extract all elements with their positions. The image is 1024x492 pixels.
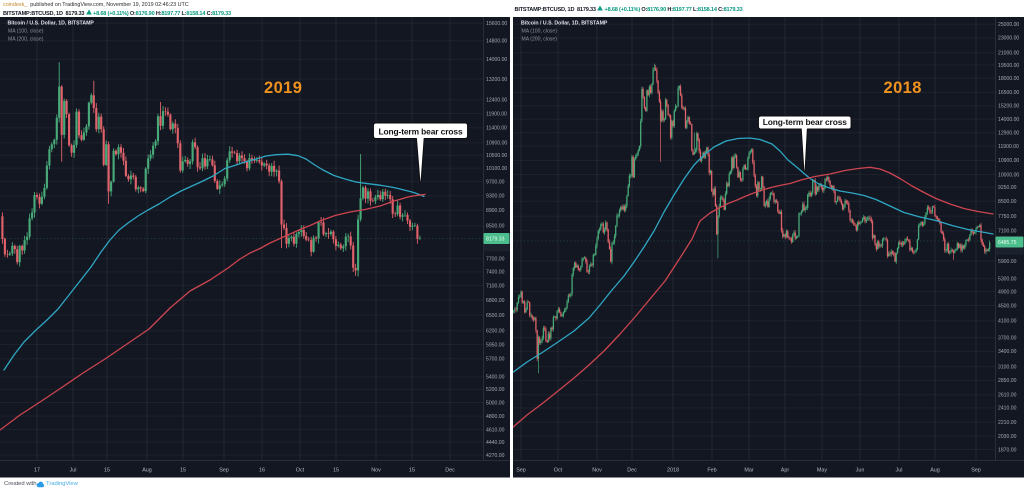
svg-text:5000.00: 5000.00	[486, 400, 505, 406]
svg-text:9700.00: 9700.00	[486, 179, 505, 185]
svg-text:5200.00: 5200.00	[486, 387, 505, 393]
svg-text:Feb: Feb	[707, 468, 716, 474]
svg-text:7100.00: 7100.00	[998, 229, 1017, 235]
svg-text:23000.00: 23000.00	[998, 36, 1019, 42]
svg-text:Jun: Jun	[856, 468, 865, 474]
svg-text:15: 15	[409, 468, 415, 474]
svg-text:7100.00: 7100.00	[486, 283, 505, 289]
svg-text:6800.00: 6800.00	[486, 298, 505, 304]
svg-text:2018: 2018	[667, 468, 679, 474]
svg-text:MA (200, close): MA (200, close)	[8, 37, 44, 43]
svg-text:Sep: Sep	[219, 468, 229, 474]
svg-text:7750.00: 7750.00	[998, 214, 1017, 220]
svg-text:16500.00: 16500.00	[998, 90, 1019, 96]
svg-text:Long-term bear cross: Long-term bear cross	[763, 117, 848, 127]
svg-text:15: 15	[180, 468, 186, 474]
svg-text:Bitcoin / U.S. Dollar, 1D, BIT: Bitcoin / U.S. Dollar, 1D, BITSTAMP	[8, 21, 95, 27]
svg-text:6500.00: 6500.00	[486, 313, 505, 319]
svg-text:4100.00: 4100.00	[998, 319, 1017, 325]
svg-text:3100.00: 3100.00	[998, 364, 1017, 370]
svg-text:Aug: Aug	[142, 468, 152, 474]
svg-text:Bitcoin / U.S. Dollar, 1D, BIT: Bitcoin / U.S. Dollar, 1D, BITSTAMP	[521, 21, 608, 27]
svg-text:4610.00: 4610.00	[486, 427, 505, 433]
svg-text:19500.00: 19500.00	[998, 63, 1019, 69]
svg-text:Jul: Jul	[70, 468, 77, 474]
svg-text:8500.00: 8500.00	[486, 224, 505, 230]
svg-text:11900.00: 11900.00	[998, 144, 1019, 150]
svg-text:10000.00: 10000.00	[998, 172, 1019, 178]
svg-text:9250.00: 9250.00	[998, 185, 1017, 191]
svg-text:Mar: Mar	[744, 468, 753, 474]
svg-text:Aug: Aug	[930, 468, 940, 474]
svg-text:11900.00: 11900.00	[486, 111, 507, 117]
svg-text:6200.00: 6200.00	[486, 329, 505, 335]
svg-text:3700.00: 3700.00	[998, 335, 1017, 341]
svg-text:14000.00: 14000.00	[998, 117, 1019, 123]
svg-text:5700.00: 5700.00	[486, 357, 505, 363]
svg-text:5300.00: 5300.00	[998, 276, 1017, 282]
svg-text:Sep: Sep	[971, 468, 981, 474]
svg-text:13200.00: 13200.00	[486, 77, 507, 83]
svg-text:17: 17	[34, 468, 40, 474]
svg-text:15: 15	[333, 468, 339, 474]
svg-text:4270.00: 4270.00	[486, 453, 505, 459]
svg-text:7700.00: 7700.00	[486, 256, 505, 262]
svg-text:2610.00: 2610.00	[998, 393, 1017, 399]
svg-text:4900.00: 4900.00	[998, 289, 1017, 295]
svg-text:12900.00: 12900.00	[998, 131, 1019, 137]
svg-text:4800.00: 4800.00	[486, 414, 505, 420]
svg-text:8179.33: 8179.33	[486, 237, 505, 243]
svg-text:5400.00: 5400.00	[486, 375, 505, 381]
svg-text:10900.00: 10900.00	[998, 158, 1019, 164]
svg-text:2019: 2019	[264, 79, 302, 97]
svg-text:2030.00: 2030.00	[998, 434, 1017, 440]
svg-text:MA (100, close): MA (100, close)	[522, 29, 558, 35]
svg-text:12400.00: 12400.00	[486, 98, 507, 104]
svg-text:11400.00: 11400.00	[486, 126, 507, 132]
svg-text:8900.00: 8900.00	[486, 208, 505, 214]
svg-text:MA (200, close): MA (200, close)	[522, 37, 558, 43]
svg-text:2018: 2018	[884, 79, 922, 97]
svg-text:4440.00: 4440.00	[486, 440, 505, 446]
svg-text:Jul: Jul	[896, 468, 903, 474]
svg-text:8500.00: 8500.00	[998, 199, 1017, 205]
svg-text:4500.00: 4500.00	[998, 303, 1017, 309]
svg-text:15200.00: 15200.00	[998, 104, 1019, 110]
svg-text:15600.00: 15600.00	[486, 21, 507, 27]
svg-text:5950.00: 5950.00	[486, 342, 505, 348]
svg-text:Sep: Sep	[516, 468, 526, 474]
svg-text:10500.00: 10500.00	[486, 153, 507, 159]
svg-text:14000.00: 14000.00	[486, 57, 507, 63]
svg-text:3400.00: 3400.00	[998, 349, 1017, 355]
svg-text:Long-term bear cross: Long-term bear cross	[378, 126, 463, 136]
svg-text:5900.00: 5900.00	[998, 259, 1017, 265]
svg-text:2210.00: 2210.00	[998, 420, 1017, 426]
svg-text:MA (100, close): MA (100, close)	[8, 29, 44, 35]
svg-text:Oct: Oct	[554, 468, 563, 474]
svg-text:10100.00: 10100.00	[486, 166, 507, 172]
svg-text:2850.00: 2850.00	[998, 378, 1017, 384]
svg-text:Oct: Oct	[296, 468, 305, 474]
svg-text:18000.00: 18000.00	[998, 76, 1019, 82]
svg-text:6485.75: 6485.75	[998, 240, 1017, 246]
svg-text:1870.00: 1870.00	[998, 447, 1017, 453]
svg-text:Nov: Nov	[592, 468, 602, 474]
svg-text:15: 15	[104, 468, 110, 474]
svg-text:21000.00: 21000.00	[998, 51, 1019, 57]
svg-text:Dec: Dec	[445, 468, 455, 474]
svg-text:9300.00: 9300.00	[486, 194, 505, 200]
svg-text:Nov: Nov	[371, 468, 381, 474]
svg-text:2410.00: 2410.00	[998, 406, 1017, 412]
svg-text:7400.00: 7400.00	[486, 270, 505, 276]
svg-text:16: 16	[259, 468, 265, 474]
svg-text:Dec: Dec	[627, 468, 637, 474]
svg-text:25000.00: 25000.00	[998, 22, 1019, 28]
svg-text:14800.00: 14800.00	[486, 39, 507, 45]
svg-text:Apr: Apr	[781, 468, 790, 474]
svg-text:10900.00: 10900.00	[486, 141, 507, 147]
svg-text:May: May	[817, 468, 827, 474]
